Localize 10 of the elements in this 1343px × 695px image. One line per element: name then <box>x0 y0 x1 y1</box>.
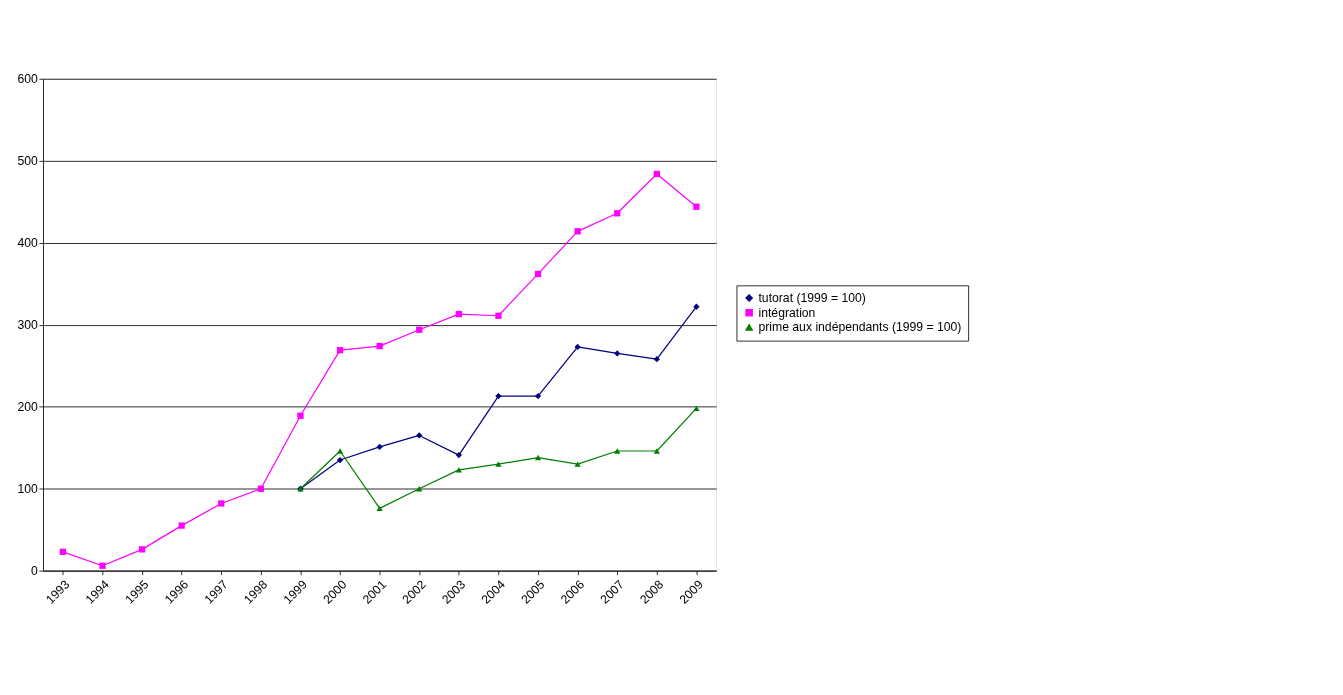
y-tick-label: 200 <box>17 400 39 415</box>
y-tick-label: 500 <box>17 154 39 169</box>
legend-label: prime aux indépendants (1999 = 100) <box>758 320 962 335</box>
y-tick-label: 100 <box>17 482 39 497</box>
y-tick-label: 600 <box>17 72 39 87</box>
y-tick-label: 300 <box>17 318 39 333</box>
y-tick-label: 0 <box>31 564 39 579</box>
y-tick-label: 400 <box>17 236 39 251</box>
legend-label: intégration <box>758 305 816 320</box>
legend-label: tutorat (1999 = 100) <box>758 291 866 306</box>
